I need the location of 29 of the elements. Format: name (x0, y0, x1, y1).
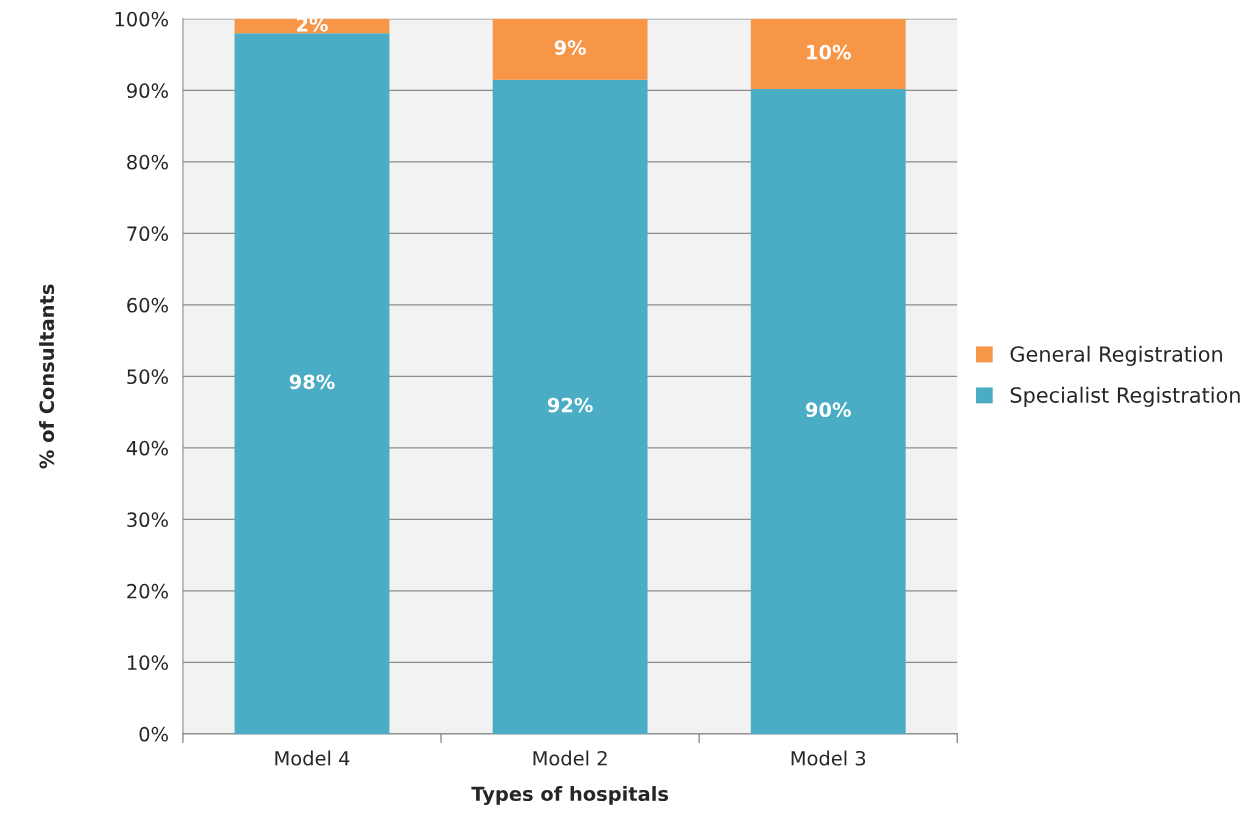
y-tick-label: 0% (139, 726, 168, 742)
data-label: 98% (289, 374, 335, 390)
bar (234, 33, 390, 734)
y-tick-label: 10% (127, 655, 168, 671)
bar (750, 18, 906, 89)
x-tick-label: Model 4 (275, 750, 350, 766)
y-tick-label: 100% (115, 11, 168, 27)
y-tick-label: 20% (127, 583, 168, 599)
bar (234, 18, 390, 34)
legend-label: General Registration (1010, 345, 1222, 366)
data-label: 9% (554, 40, 586, 55)
bar (492, 18, 648, 80)
y-tick-label: 70% (127, 226, 168, 242)
x-axis-title: Types of hospitals (471, 786, 669, 806)
data-label: 10% (807, 44, 851, 60)
y-tick-label: 30% (127, 512, 168, 528)
data-label: 90% (805, 402, 851, 418)
x-tick-label: Model 2 (533, 750, 607, 766)
y-tick-label: 90% (127, 83, 168, 99)
data-label: 92% (547, 397, 593, 413)
bar (750, 88, 906, 734)
y-axis-title: % of Consultants (39, 284, 55, 469)
legend-label: Specialist Registration (1010, 386, 1240, 407)
bar (492, 79, 648, 734)
x-tick-label: Model 3 (791, 750, 866, 766)
y-tick-label: 80% (127, 154, 168, 170)
y-tick-label: 50% (127, 369, 168, 385)
y-tick-label: 60% (127, 297, 168, 313)
y-tick-label: 40% (126, 440, 168, 456)
